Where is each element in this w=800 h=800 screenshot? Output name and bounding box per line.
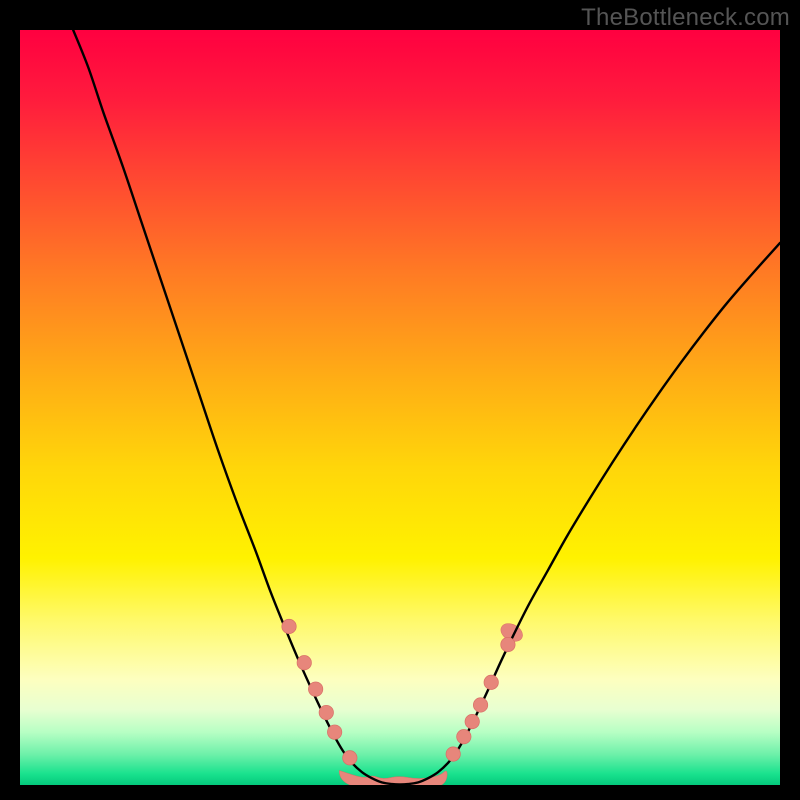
data-marker-right [484,675,498,689]
data-marker-left [319,705,333,719]
data-marker-left [282,619,296,633]
bottleneck-chart [0,0,800,800]
data-marker-left [343,751,357,765]
watermark-label: TheBottleneck.com [581,4,790,32]
data-marker-right [501,637,515,651]
data-marker-left [297,655,311,669]
data-marker-left [327,725,341,739]
data-marker-right [465,714,479,728]
data-marker-right [446,747,460,761]
data-marker-right [457,729,471,743]
plot-bg [20,30,780,785]
data-marker-left [308,682,322,696]
data-marker-right [473,698,487,712]
